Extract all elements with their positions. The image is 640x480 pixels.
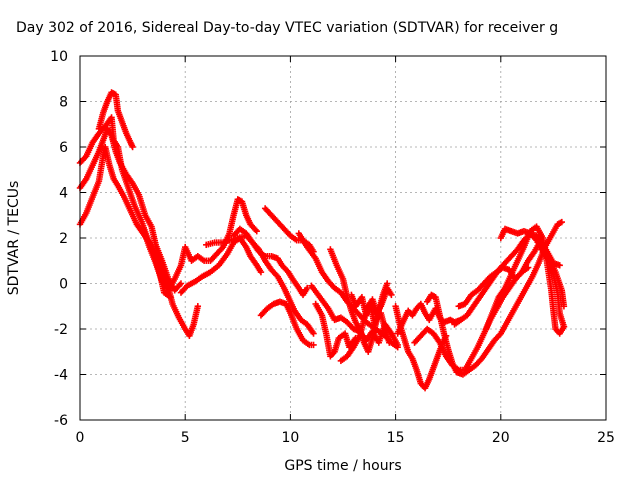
x-tick-label: 15 [387, 430, 405, 446]
data-point [556, 262, 563, 269]
data-point [558, 218, 566, 226]
x-tick-label: 25 [597, 430, 615, 446]
data-point [304, 284, 311, 292]
x-tick-label: 10 [281, 430, 299, 446]
data-point [257, 268, 265, 276]
data-point [129, 143, 136, 151]
x-tick-label: 20 [492, 430, 510, 446]
y-tick-label: 0 [59, 277, 68, 293]
y-tick-label: -6 [54, 413, 68, 429]
x-tick-labels: 0 5 10 15 20 25 [76, 430, 615, 446]
data-point [560, 323, 568, 330]
y-tick-label: 4 [59, 186, 68, 202]
data-point [383, 280, 391, 287]
data-point [310, 341, 317, 349]
chart-title: Day 302 of 2016, Sidereal Day-to-day VTE… [16, 20, 558, 36]
data-point [253, 227, 260, 235]
y-tick-label: -4 [54, 368, 68, 384]
data-point [310, 330, 317, 337]
y-tick-label: 6 [59, 140, 68, 156]
y-tick-label: 8 [59, 95, 68, 111]
data-point [386, 339, 393, 346]
data-point [388, 291, 395, 299]
data-point [177, 280, 185, 287]
data-points [76, 89, 568, 392]
y-tick-label: -2 [54, 322, 68, 338]
data-point [394, 341, 401, 349]
y-axis-label: SDTVAR / TECUs [6, 181, 22, 296]
x-axis-label: GPS time / hours [284, 458, 401, 474]
y-tick-label: 2 [59, 231, 68, 247]
x-tick-label: 0 [76, 430, 85, 446]
axis-ticks [79, 55, 607, 421]
y-tick-label: 10 [50, 49, 68, 65]
data-point [194, 303, 202, 310]
y-tick-labels: -6 -4 -2 0 2 4 6 8 10 [50, 49, 68, 429]
x-tick-label: 5 [181, 430, 190, 446]
